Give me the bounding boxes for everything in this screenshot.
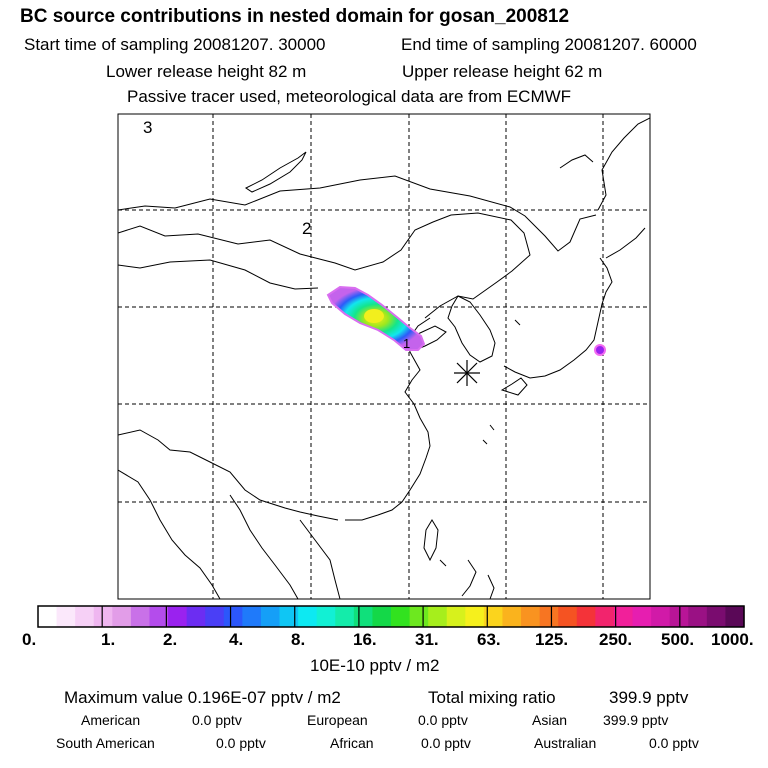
colorbar-segment: [410, 606, 429, 627]
region-name: Asian: [532, 712, 567, 728]
colorbar-tick: 500.: [661, 630, 694, 650]
colorbar-segment: [540, 606, 559, 627]
colorbar-segment: [112, 606, 131, 627]
contour-label-3: 3: [143, 118, 152, 138]
contour-label-1: 1: [403, 336, 410, 351]
region-name: Australian: [534, 735, 596, 751]
colorbar-tick: 1000.: [711, 630, 754, 650]
receptor-star-icon: [454, 360, 480, 386]
colorbar-tick: 63.: [477, 630, 501, 650]
colorbar-segment: [428, 606, 447, 627]
region-name: European: [307, 712, 368, 728]
colorbar-unit-label: 10E-10 pptv / m2: [310, 656, 439, 676]
colorbar-segment: [298, 606, 317, 627]
colorbar-segment: [391, 606, 410, 627]
region-name: African: [330, 735, 374, 751]
colorbar-segment: [707, 606, 726, 627]
colorbar-segment: [688, 606, 707, 627]
region-value: 0.0 pptv: [421, 735, 471, 751]
colorbar-segment: [168, 606, 187, 627]
colorbar-segment: [354, 606, 373, 627]
max-value-label: Maximum value 0.196E-07 pptv / m2: [64, 688, 341, 708]
colorbar-segment: [558, 606, 577, 627]
region-name: South American: [56, 735, 155, 751]
colorbar-segment: [595, 606, 614, 627]
colorbar-tick: 31.: [415, 630, 439, 650]
region-name: American: [81, 712, 140, 728]
colorbar-segment: [131, 606, 150, 627]
colorbar-segment: [465, 606, 484, 627]
colorbar-tick: 125.: [535, 630, 568, 650]
colorbar-segment: [94, 606, 113, 627]
colorbar-tick: 16.: [353, 630, 377, 650]
colorbar-tick: 2.: [163, 630, 177, 650]
total-mixing-value: 399.9 pptv: [609, 688, 688, 708]
colorbar-segment: [577, 606, 596, 627]
colorbar-segment: [335, 606, 354, 627]
colorbar-tick: 1.: [101, 630, 115, 650]
colorbar-segment: [651, 606, 670, 627]
colorbar-segment: [521, 606, 540, 627]
colorbar-tick: 0.: [22, 630, 36, 650]
colorbar-segment: [205, 606, 224, 627]
total-mixing-label: Total mixing ratio: [428, 688, 556, 708]
colorbar-segment: [261, 606, 280, 627]
region-value: 399.9 pptv: [603, 712, 668, 728]
colorbar-segment: [725, 606, 744, 627]
colorbar-segment: [502, 606, 521, 627]
coastlines: [118, 118, 650, 599]
colorbar-tick: 8.: [291, 630, 305, 650]
colorbar-segment: [633, 606, 652, 627]
colorbar-segment: [317, 606, 336, 627]
map-frame: [118, 114, 650, 599]
region-value: 0.0 pptv: [216, 735, 266, 751]
colorbar: [38, 606, 745, 627]
map-content: [118, 114, 650, 599]
colorbar-segment: [57, 606, 76, 627]
colorbar-segment: [280, 606, 299, 627]
region-value: 0.0 pptv: [192, 712, 242, 728]
colorbar-segment: [38, 606, 57, 627]
colorbar-segment: [242, 606, 261, 627]
contour-label-2: 2: [302, 219, 311, 239]
colorbar-segment: [75, 606, 94, 627]
region-value: 0.0 pptv: [418, 712, 468, 728]
colorbar-segment: [372, 606, 391, 627]
colorbar-tick: 4.: [229, 630, 243, 650]
region-value: 0.0 pptv: [649, 735, 699, 751]
colorbar-segment: [187, 606, 206, 627]
colorbar-segment: [224, 606, 243, 627]
colorbar-segment: [447, 606, 466, 627]
graticule: [118, 114, 650, 599]
colorbar-segment: [614, 606, 633, 627]
colorbar-tick: 250.: [599, 630, 632, 650]
